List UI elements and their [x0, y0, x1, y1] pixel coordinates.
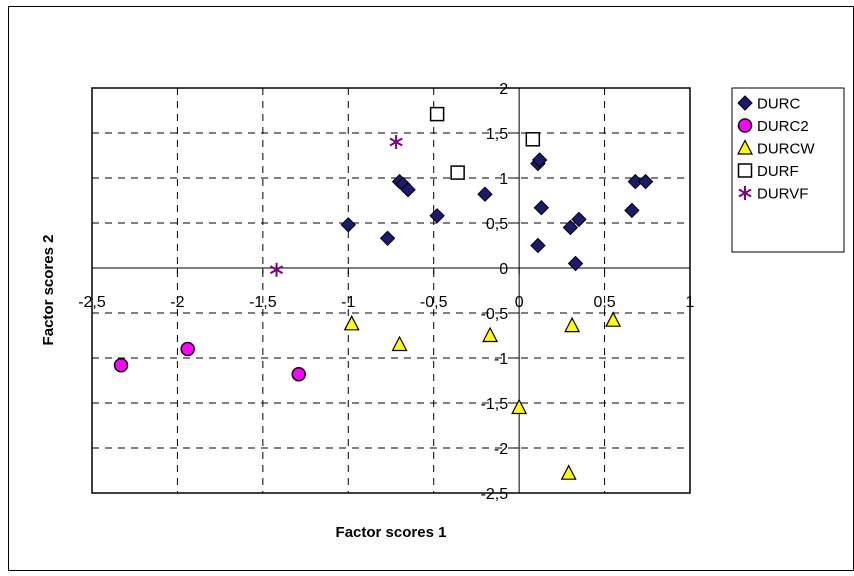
y-tick-label: -0,5 [481, 306, 509, 323]
data-point-durf [526, 133, 539, 146]
y-tick-label: 0 [499, 261, 508, 278]
y-axis-title: Factor scores 2 [40, 235, 57, 346]
y-tick-label: -2 [494, 441, 508, 458]
legend-label-durvf: DURVF [757, 186, 808, 203]
y-tick-label: 0,5 [486, 216, 508, 233]
x-tick-label: -2,5 [78, 294, 106, 311]
y-tick-label: 1 [499, 171, 508, 188]
legend-marker-durf [739, 164, 752, 177]
data-point-durf [451, 166, 464, 179]
y-tick-label: 2 [499, 81, 508, 98]
y-tick-label: -2,5 [481, 486, 509, 503]
x-tick-label: -2 [170, 294, 184, 311]
data-point-durc2 [292, 368, 305, 381]
chart-outer-border [9, 7, 854, 571]
legend-label-durc2: DURC2 [757, 118, 809, 135]
y-tick-label: -1,5 [481, 396, 509, 413]
legend-label-durc: DURC [757, 96, 800, 113]
x-axis-title: Factor scores 1 [336, 524, 447, 541]
x-tick-label: 0 [515, 294, 524, 311]
x-tick-label: 1 [686, 294, 695, 311]
data-point-durc2 [115, 359, 128, 372]
x-tick-label: -0,5 [420, 294, 448, 311]
x-tick-label: 0,5 [593, 294, 615, 311]
legend-label-durf: DURF [757, 163, 799, 180]
y-tick-label: 1,5 [486, 126, 508, 143]
data-point-durf [431, 108, 444, 121]
x-tick-label: -1 [341, 294, 355, 311]
x-tick-label: -1,5 [249, 294, 277, 311]
data-point-durc2 [181, 343, 194, 356]
y-tick-label: -1 [494, 351, 508, 368]
legend-marker-durc2 [739, 119, 752, 132]
legend-label-durcw: DURCW [757, 141, 815, 158]
